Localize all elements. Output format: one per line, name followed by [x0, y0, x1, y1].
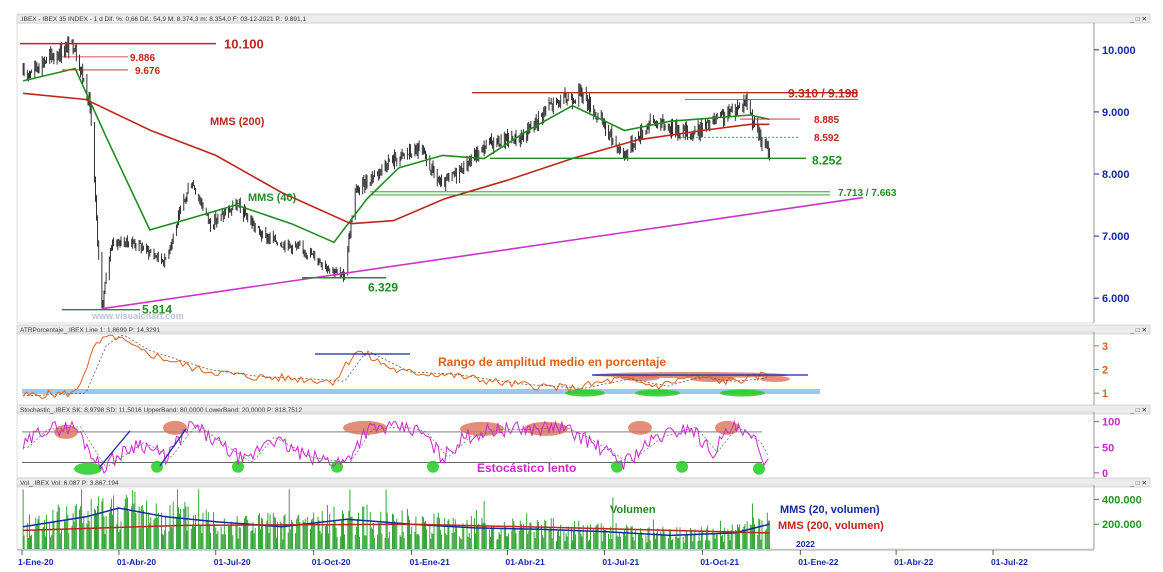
- stoch-highlight-green: [74, 462, 102, 475]
- price-annotation: MMS (40): [248, 192, 297, 204]
- stoch-highlight-green: [753, 462, 765, 475]
- atr-base-band: [22, 388, 820, 394]
- atr-highlight-green: [720, 389, 765, 397]
- stoch-arrow: [159, 428, 187, 467]
- x-tick-label: 01-Ene-21: [410, 557, 450, 567]
- y-tick-label: 400.000: [1102, 494, 1142, 506]
- price-annotation: MMS (200): [210, 116, 265, 128]
- window-controls[interactable]: _ □ ✕: [1129, 327, 1147, 334]
- y-tick-label: 0: [1102, 468, 1108, 480]
- price-annotation: 9.310 / 9.198: [788, 87, 858, 101]
- price-annotation: 8.252: [812, 153, 842, 167]
- window-controls[interactable]: _ □ ✕: [1129, 480, 1147, 487]
- y-tick-label: 8.000: [1102, 169, 1130, 181]
- price-annotation: 5.814: [142, 303, 172, 317]
- y-tick-label: 9.000: [1102, 107, 1130, 119]
- atr-caption: Rango de amplitud medio en porcentaje: [438, 355, 666, 369]
- price-annotation: 10.100: [224, 37, 264, 52]
- window-controls[interactable]: _ □ ✕: [1129, 407, 1147, 414]
- mms200-line: [23, 92, 770, 225]
- panel-header-bar: [16, 477, 1151, 488]
- volume-caption: Volumen: [610, 504, 656, 516]
- atr-highlight-red: [760, 376, 790, 382]
- y-tick-label: 1: [1102, 388, 1108, 400]
- stoch-highlight-green: [151, 460, 163, 473]
- y-tick-label: 200.000: [1102, 519, 1142, 531]
- x-tick-label: 01-Abr-20: [117, 557, 156, 567]
- stoch-highlight-red: [460, 421, 504, 436]
- y-tick-label: 6.000: [1102, 293, 1130, 305]
- stoch-highlight-green: [232, 460, 244, 473]
- y-tick-label: 3: [1102, 341, 1108, 353]
- price-annotations: 10.100 9.886 9.676 9.310 / 9.198 8.885 8.592 8…: [20, 37, 897, 317]
- y-tick-label: 100: [1102, 417, 1120, 429]
- stoch-highlight-red: [163, 420, 187, 435]
- trend-line: [101, 196, 864, 310]
- panel-frame: [16, 22, 1095, 324]
- panel-header-text: Stochastic_.IBEX SK: 8,9798 SD: 11,5016 …: [20, 407, 302, 414]
- price-annotation: 8.885: [814, 115, 839, 126]
- atr-highlight-green: [565, 389, 605, 397]
- atr-highlight-red: [620, 375, 660, 381]
- price-bars: [22, 36, 770, 309]
- price-annotation: 8.592: [814, 133, 839, 144]
- stoch-highlight-red: [54, 424, 78, 439]
- y-tick-label: 10.000: [1102, 45, 1136, 57]
- stoch-sd-line: [23, 424, 769, 469]
- x-tick-label: 01-Jul-22: [991, 557, 1028, 567]
- volume-caption: MMS (200, volumen): [778, 520, 884, 532]
- stoch-caption: Estocástico lento: [477, 461, 576, 475]
- x-axis: 1-Ene-20 01-Abr-20 01-Jul-20 01-Oct-20 01-En…: [17, 539, 1094, 567]
- x-tick-label: 01-Oct-21: [700, 557, 739, 567]
- price-annotation: 9.676: [135, 66, 160, 77]
- watermark: www.visualchart.com: [91, 311, 184, 321]
- x-tick-label: 01-Ene-22: [798, 557, 838, 567]
- atr-signal-line: [23, 334, 768, 396]
- stoch-highlight-green: [611, 460, 623, 473]
- panel-header-text: .IBEX - IBEX 35 INDEX - 1 d Dif. %: 0,66…: [20, 16, 306, 23]
- x-tick-label: 1-Ene-20: [18, 557, 54, 567]
- price-annotation: 9.886: [130, 53, 155, 64]
- volume-panel: 200.000 400.000 Volumen MMS (20, volumen) MM…: [22, 489, 1142, 549]
- price-annotation: 6.329: [368, 281, 398, 295]
- volume-caption: MMS (20, volumen): [780, 504, 880, 516]
- x-tick-label: 01-Oct-20: [312, 557, 351, 567]
- vol-mms200-line: [23, 523, 770, 534]
- year-label: 2022: [796, 539, 815, 549]
- panel-header-text: Vol_.IBEX Vol: 6.087 P: 3.867.194: [20, 480, 119, 487]
- price-y-ticks: 6.000 7.000 8.000 9.000 10.000: [1094, 45, 1136, 305]
- stoch-highlight-red: [628, 420, 652, 435]
- y-tick-label: 7.000: [1102, 231, 1130, 243]
- y-tick-label: 50: [1102, 442, 1114, 454]
- stoch-highlight-green: [427, 460, 439, 473]
- price-annotation: 7.713 / 7.663: [838, 188, 897, 199]
- panel-frames: .IBEX - IBEX 35 INDEX - 1 d Dif. %: 0,66…: [16, 13, 1151, 550]
- x-tick-label: 01-Abr-21: [506, 557, 545, 567]
- panel-header-bar: [16, 324, 1151, 335]
- stoch-panel: 0 50 100 Estocástico lento: [22, 417, 1120, 480]
- stoch-arrow: [99, 430, 131, 468]
- atr-highlight-green: [635, 389, 680, 397]
- y-tick-label: 2: [1102, 365, 1108, 377]
- atr-line: [22, 334, 768, 400]
- x-tick-label: 01-Abr-22: [894, 557, 933, 567]
- stoch-sk-line: [22, 419, 769, 474]
- vol-mms20-line: [22, 507, 770, 537]
- mms40-line: [22, 67, 770, 244]
- stoch-highlight-green: [676, 460, 688, 473]
- window-controls[interactable]: _ □ ✕: [1129, 16, 1147, 23]
- x-tick-label: 01-Jul-21: [602, 557, 639, 567]
- panel-header-text: ATRPorcentaje_.IBEX Line 1: 1,8699 P: 14…: [20, 327, 160, 334]
- x-tick-label: 01-Jul-20: [214, 557, 251, 567]
- atr-panel: 1 2 3 Rango de amplitud medio en porcentaje: [22, 334, 1108, 400]
